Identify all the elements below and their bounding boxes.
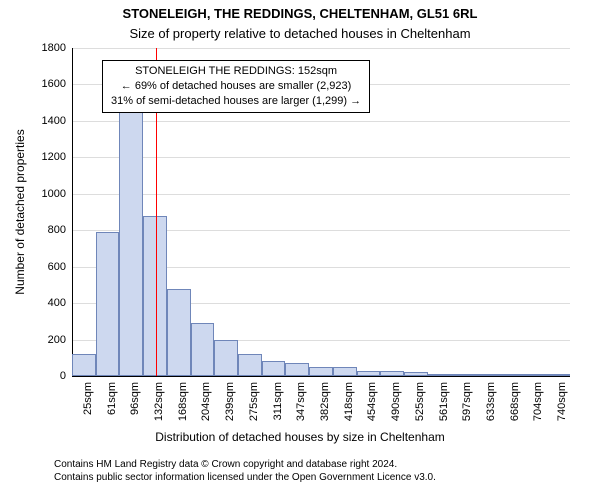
ytick-label: 1000 xyxy=(42,188,72,200)
xtick-label: 347sqm xyxy=(295,382,307,421)
xtick-label: 61sqm xyxy=(106,382,118,415)
bar xyxy=(285,363,309,376)
bar xyxy=(191,323,215,376)
bar xyxy=(428,374,452,376)
bar xyxy=(404,372,428,376)
annotation-line2: ← 69% of detached houses are smaller (2,… xyxy=(111,79,361,94)
xtick-label: 704sqm xyxy=(532,382,544,421)
bar xyxy=(119,106,143,376)
annotation-line3: 31% of semi-detached houses are larger (… xyxy=(111,94,361,109)
footer-line2: Contains public sector information licen… xyxy=(54,471,436,484)
xtick-label: 525sqm xyxy=(414,382,426,421)
gridline xyxy=(72,157,570,158)
gridline xyxy=(72,48,570,49)
xtick-label: 132sqm xyxy=(153,382,165,421)
xtick-label: 239sqm xyxy=(224,382,236,421)
bar xyxy=(309,367,333,376)
bar xyxy=(546,374,570,376)
bar xyxy=(143,216,167,376)
chart-title-line1: STONELEIGH, THE REDDINGS, CHELTENHAM, GL… xyxy=(0,6,600,21)
ytick-label: 1400 xyxy=(42,115,72,127)
y-axis-label: Number of detached properties xyxy=(13,129,27,294)
chart-title-line2: Size of property relative to detached ho… xyxy=(0,26,600,41)
xtick-label: 25sqm xyxy=(82,382,94,415)
bar xyxy=(523,374,547,376)
xtick-label: 490sqm xyxy=(390,382,402,421)
y-axis-line xyxy=(72,48,73,376)
xtick-label: 740sqm xyxy=(556,382,568,421)
x-axis-label: Distribution of detached houses by size … xyxy=(0,430,600,444)
ytick-label: 200 xyxy=(48,334,72,346)
bar xyxy=(167,289,191,376)
figure: STONELEIGH, THE REDDINGS, CHELTENHAM, GL… xyxy=(0,0,600,500)
bar xyxy=(238,354,262,376)
xtick-label: 275sqm xyxy=(248,382,260,421)
bar xyxy=(96,232,120,376)
xtick-label: 382sqm xyxy=(319,382,331,421)
bar xyxy=(214,340,238,376)
gridline xyxy=(72,376,570,377)
ytick-label: 600 xyxy=(48,261,72,273)
ytick-label: 1600 xyxy=(42,78,72,90)
xtick-label: 633sqm xyxy=(485,382,497,421)
xtick-label: 561sqm xyxy=(438,382,450,421)
gridline xyxy=(72,194,570,195)
xtick-label: 668sqm xyxy=(509,382,521,421)
xtick-label: 418sqm xyxy=(343,382,355,421)
plot-area: 02004006008001000120014001600180025sqm61… xyxy=(72,48,570,376)
ytick-label: 1200 xyxy=(42,151,72,163)
footer-line1: Contains HM Land Registry data © Crown c… xyxy=(54,458,436,471)
footer-attribution: Contains HM Land Registry data © Crown c… xyxy=(54,458,436,484)
annotation-box: STONELEIGH THE REDDINGS: 152sqm← 69% of … xyxy=(102,60,370,113)
xtick-label: 96sqm xyxy=(129,382,141,415)
ytick-label: 1800 xyxy=(42,42,72,54)
ytick-label: 400 xyxy=(48,297,72,309)
bar xyxy=(72,354,96,376)
bar xyxy=(357,371,381,376)
xtick-label: 311sqm xyxy=(272,382,284,420)
bar xyxy=(499,374,523,376)
ytick-label: 0 xyxy=(60,370,72,382)
xtick-label: 597sqm xyxy=(461,382,473,421)
gridline xyxy=(72,121,570,122)
annotation-line1: STONELEIGH THE REDDINGS: 152sqm xyxy=(111,64,361,79)
xtick-label: 204sqm xyxy=(200,382,212,421)
bar xyxy=(333,367,357,376)
bar xyxy=(451,374,475,376)
bar xyxy=(475,374,499,376)
bar xyxy=(262,361,286,376)
xtick-label: 168sqm xyxy=(177,382,189,421)
bar xyxy=(380,371,404,376)
xtick-label: 454sqm xyxy=(366,382,378,421)
ytick-label: 800 xyxy=(48,224,72,236)
